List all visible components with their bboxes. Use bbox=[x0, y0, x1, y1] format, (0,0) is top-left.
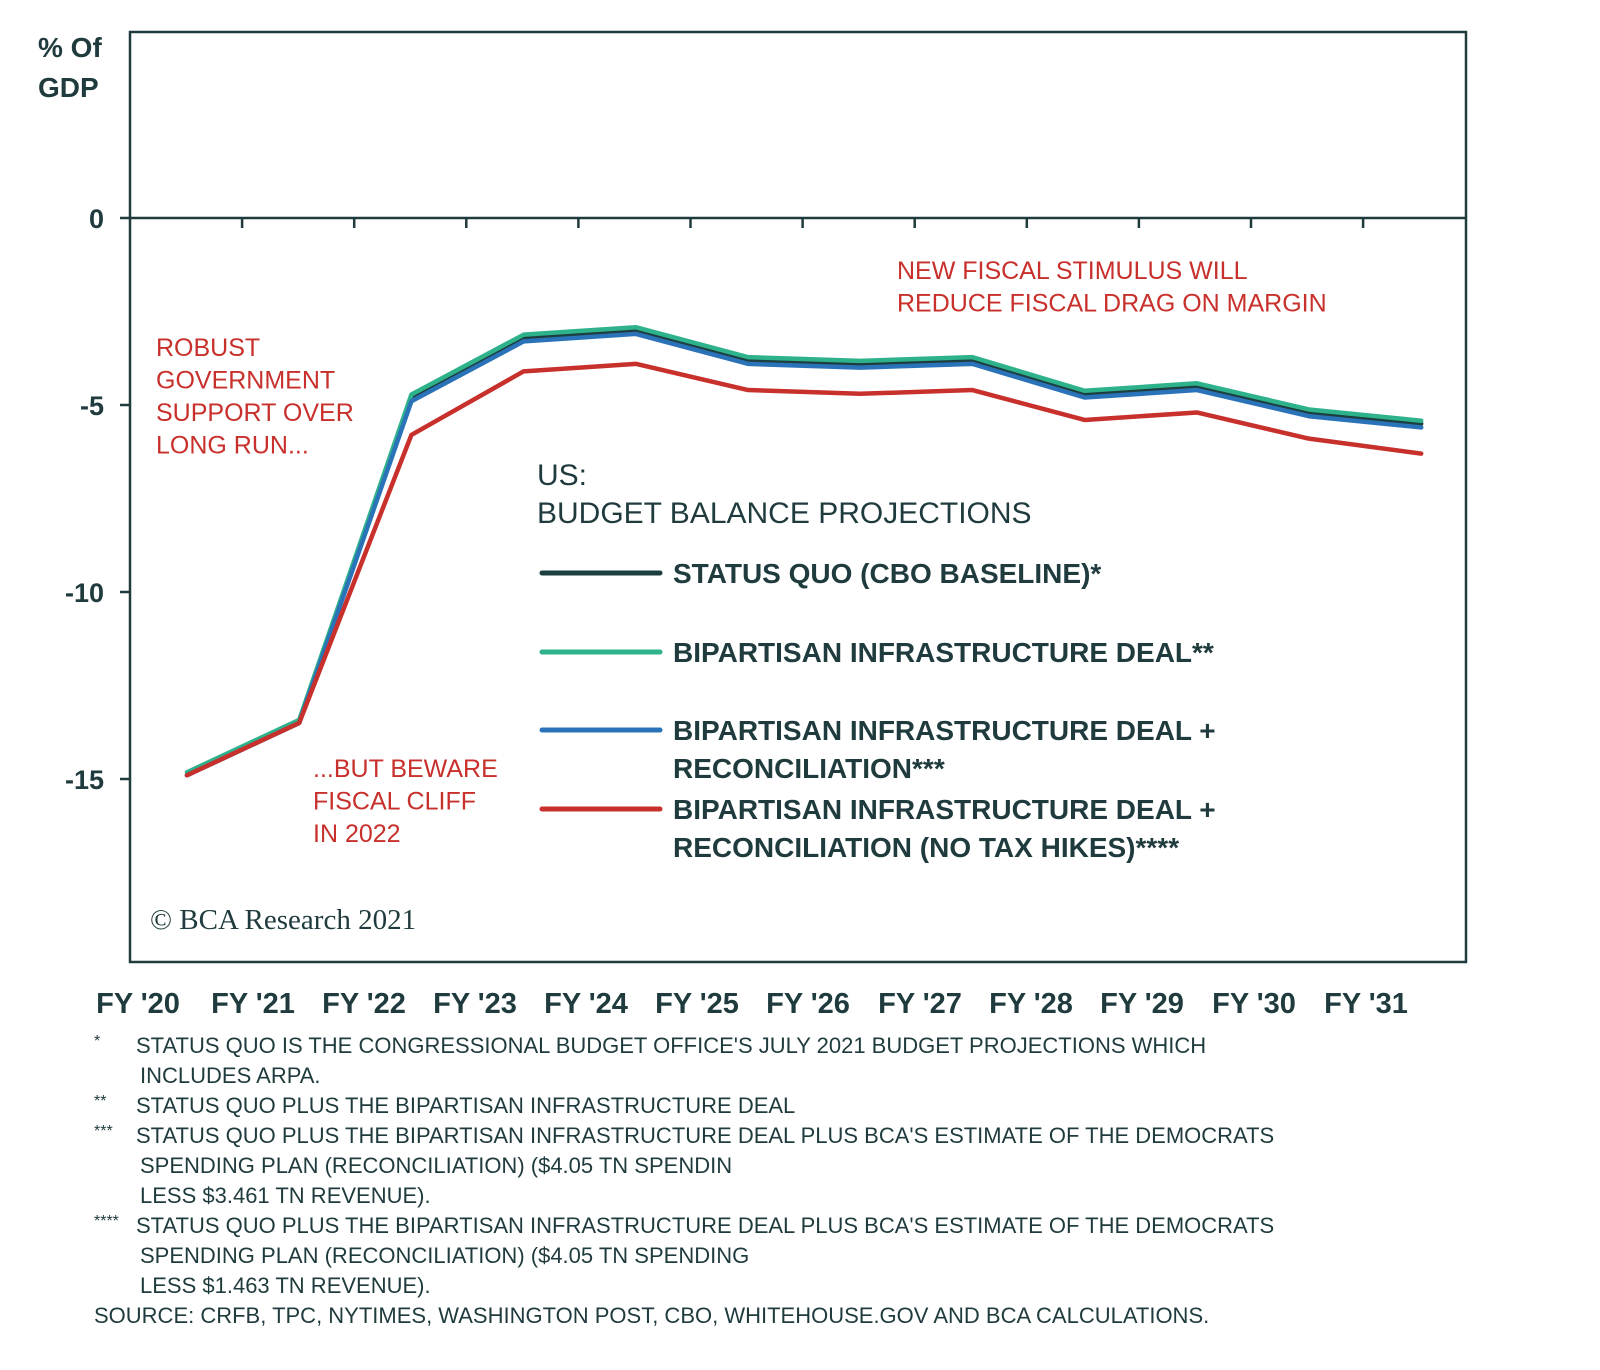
x-tick-label: FY '25 bbox=[655, 988, 739, 1020]
legend-label-1: STATUS QUO (CBO BASELINE)* bbox=[673, 558, 1101, 589]
annotation-line: REDUCE FISCAL DRAG ON MARGIN bbox=[897, 290, 1327, 318]
footnote: * STATUS QUO IS THE CONGRESSIONAL BUDGET … bbox=[94, 1031, 1514, 1091]
series-line-3 bbox=[184, 331, 1424, 778]
annotation-line: IN 2022 bbox=[313, 820, 401, 848]
annotation-line: ROBUST bbox=[156, 334, 260, 362]
x-tick-label: FY '31 bbox=[1324, 988, 1408, 1020]
footnote: **** STATUS QUO PLUS THE BIPARTISAN INFRA… bbox=[94, 1211, 1514, 1301]
y-tick-label: -15 bbox=[65, 765, 104, 795]
footnote: ** STATUS QUO PLUS THE BIPARTISAN INFRAST… bbox=[94, 1091, 1514, 1121]
x-tick-label: FY '23 bbox=[433, 988, 517, 1020]
y-axis-ticks: 0 -5 -10 -15 bbox=[65, 204, 130, 795]
legend: US: BUDGET BALANCE PROJECTIONS STATUS QUO … bbox=[537, 459, 1216, 863]
y-axis-label-line: GDP bbox=[38, 72, 99, 103]
footnote-marker: * bbox=[94, 1033, 101, 1050]
x-tick-label: FY '29 bbox=[1100, 988, 1184, 1020]
x-tick-label: FY '27 bbox=[878, 988, 962, 1020]
footnote-line: STATUS QUO IS THE CONGRESSIONAL BUDGET O… bbox=[136, 1033, 1207, 1058]
series-lines bbox=[184, 324, 1424, 778]
x-tick-label: FY '20 bbox=[96, 988, 180, 1020]
legend-title-line: BUDGET BALANCE PROJECTIONS bbox=[537, 497, 1032, 530]
source-text: SOURCE: CRFB, TPC, NYTIMES, WASHINGTON P… bbox=[94, 1303, 1210, 1328]
footnote-marker: ** bbox=[94, 1093, 107, 1110]
annotation-line: FISCAL CLIFF bbox=[313, 788, 476, 816]
copyright-text: © BCA Research 2021 bbox=[150, 904, 416, 936]
legend-label-3: RECONCILIATION*** bbox=[673, 753, 945, 784]
x-tick-label: FY '22 bbox=[322, 988, 406, 1020]
annotation-line: NEW FISCAL STIMULUS WILL bbox=[897, 257, 1248, 285]
annotations: ROBUST GOVERNMENT SUPPORT OVER LONG RUN....… bbox=[156, 257, 1327, 848]
annotation-line: ...BUT BEWARE bbox=[313, 755, 498, 783]
x-tick-label: FY '21 bbox=[211, 988, 295, 1020]
legend-label-2: BIPARTISAN INFRASTRUCTURE DEAL** bbox=[673, 637, 1214, 668]
y-tick-label: -5 bbox=[80, 391, 104, 421]
footnote-line: SPENDING PLAN (RECONCILIATION) ($4.05 TN… bbox=[140, 1153, 733, 1178]
footnote-line: LESS $1.463 TN REVENUE). bbox=[140, 1273, 431, 1298]
x-tick-label: FY '26 bbox=[766, 988, 850, 1020]
y-tick-label: -10 bbox=[65, 578, 104, 608]
footnote-list: * STATUS QUO IS THE CONGRESSIONAL BUDGET … bbox=[94, 1031, 1514, 1301]
footnote-marker: *** bbox=[94, 1123, 113, 1140]
series-line-4 bbox=[184, 361, 1424, 778]
footnote-line: STATUS QUO PLUS THE BIPARTISAN INFRASTRU… bbox=[136, 1123, 1275, 1148]
annotation-line: LONG RUN... bbox=[156, 432, 309, 460]
annotation-line: SUPPORT OVER bbox=[156, 399, 354, 427]
footnote-line: SPENDING PLAN (RECONCILIATION) ($4.05 TN… bbox=[140, 1243, 750, 1268]
legend-label-4: BIPARTISAN INFRASTRUCTURE DEAL + bbox=[673, 794, 1216, 825]
y-axis-label: % Of GDP bbox=[38, 32, 102, 103]
annotation-line: GOVERNMENT bbox=[156, 367, 335, 395]
footnote-line: INCLUDES ARPA. bbox=[140, 1063, 321, 1088]
footnote-line: LESS $3.461 TN REVENUE). bbox=[140, 1183, 431, 1208]
x-tick-label: FY '28 bbox=[989, 988, 1073, 1020]
footnote: *** STATUS QUO PLUS THE BIPARTISAN INFRAS… bbox=[94, 1121, 1514, 1211]
y-tick-label: 0 bbox=[89, 204, 104, 234]
footnote-line: STATUS QUO PLUS THE BIPARTISAN INFRASTRU… bbox=[136, 1093, 796, 1118]
x-axis-ticks: FY '20 FY '21 FY '22 FY '23 FY '24 FY '25 FY '… bbox=[96, 218, 1408, 1020]
x-tick-label: FY '24 bbox=[544, 988, 628, 1020]
x-tick-label: FY '30 bbox=[1212, 988, 1296, 1020]
footnote-line: STATUS QUO PLUS THE BIPARTISAN INFRASTRU… bbox=[136, 1213, 1275, 1238]
legend-label-4: RECONCILIATION (NO TAX HIKES)**** bbox=[673, 832, 1179, 863]
y-axis-label-line: % Of bbox=[38, 32, 102, 63]
legend-label-3: BIPARTISAN INFRASTRUCTURE DEAL + bbox=[673, 715, 1216, 746]
plot-frame bbox=[128, 30, 1468, 964]
footnote-marker: **** bbox=[94, 1213, 119, 1230]
footnotes: * STATUS QUO IS THE CONGRESSIONAL BUDGET … bbox=[94, 1031, 1514, 1331]
legend-title-line: US: bbox=[537, 459, 587, 492]
